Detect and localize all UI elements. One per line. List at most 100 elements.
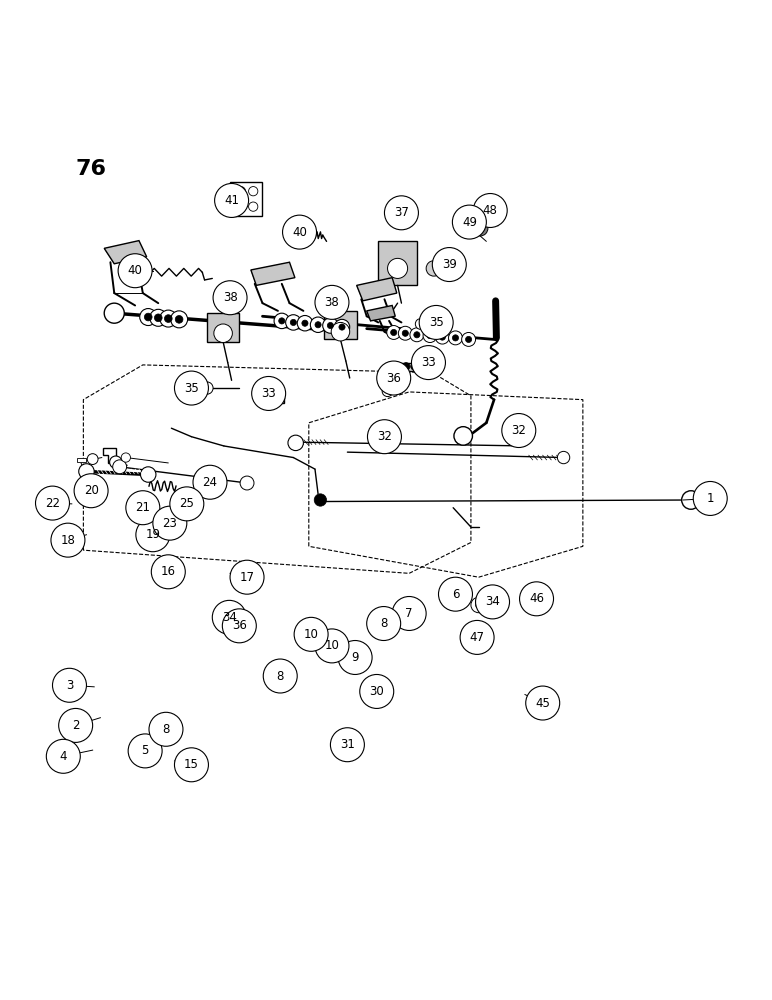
- Circle shape: [367, 420, 401, 454]
- Circle shape: [388, 258, 408, 278]
- Text: 48: 48: [482, 204, 498, 217]
- Text: 8: 8: [162, 723, 170, 736]
- Circle shape: [36, 486, 69, 520]
- Circle shape: [118, 254, 152, 288]
- Circle shape: [286, 315, 301, 330]
- Polygon shape: [264, 395, 284, 403]
- Circle shape: [315, 285, 349, 319]
- Circle shape: [263, 659, 297, 693]
- Circle shape: [113, 460, 127, 474]
- Circle shape: [315, 322, 321, 328]
- Circle shape: [460, 620, 494, 654]
- Circle shape: [315, 629, 349, 663]
- Circle shape: [136, 518, 170, 552]
- Circle shape: [411, 346, 445, 380]
- Circle shape: [471, 597, 486, 613]
- Circle shape: [104, 303, 124, 323]
- Text: 30: 30: [369, 685, 384, 698]
- Circle shape: [128, 734, 162, 768]
- Circle shape: [682, 491, 700, 509]
- Circle shape: [294, 617, 328, 651]
- Text: 36: 36: [232, 619, 247, 632]
- Circle shape: [230, 560, 264, 594]
- Circle shape: [398, 326, 412, 340]
- Circle shape: [214, 324, 232, 343]
- Text: 7: 7: [405, 607, 413, 620]
- Text: 41: 41: [224, 194, 239, 207]
- Circle shape: [339, 324, 345, 330]
- Circle shape: [110, 456, 122, 468]
- Circle shape: [233, 624, 245, 636]
- Circle shape: [310, 317, 326, 332]
- Text: 18: 18: [60, 534, 76, 547]
- Circle shape: [141, 467, 156, 482]
- Circle shape: [215, 183, 249, 217]
- Text: 9: 9: [351, 651, 359, 664]
- Circle shape: [449, 331, 462, 345]
- Circle shape: [51, 523, 85, 557]
- Circle shape: [382, 386, 393, 397]
- Circle shape: [367, 607, 401, 641]
- Text: 8: 8: [380, 617, 388, 630]
- Text: 76: 76: [76, 159, 107, 179]
- Circle shape: [557, 451, 570, 464]
- Circle shape: [402, 363, 410, 370]
- Circle shape: [144, 313, 152, 321]
- Text: 39: 39: [442, 258, 457, 271]
- Circle shape: [387, 326, 401, 339]
- Circle shape: [432, 248, 466, 282]
- Text: 36: 36: [386, 372, 401, 385]
- Circle shape: [249, 187, 258, 196]
- Circle shape: [338, 641, 372, 674]
- Circle shape: [472, 221, 488, 236]
- Circle shape: [274, 313, 290, 329]
- Circle shape: [419, 305, 453, 339]
- Polygon shape: [230, 182, 262, 216]
- Text: 3: 3: [66, 679, 73, 692]
- Circle shape: [266, 395, 274, 403]
- Text: 10: 10: [303, 628, 319, 641]
- Circle shape: [439, 334, 445, 340]
- Text: 38: 38: [324, 296, 340, 309]
- Circle shape: [452, 335, 459, 341]
- Circle shape: [402, 330, 408, 336]
- Circle shape: [274, 395, 282, 403]
- Circle shape: [249, 202, 258, 211]
- Circle shape: [126, 491, 160, 525]
- Circle shape: [502, 414, 536, 448]
- Circle shape: [174, 371, 208, 405]
- Circle shape: [193, 465, 227, 499]
- Circle shape: [170, 487, 204, 521]
- Polygon shape: [207, 313, 239, 342]
- Text: 4: 4: [59, 750, 67, 763]
- Text: 25: 25: [179, 497, 195, 510]
- Text: 35: 35: [428, 316, 444, 329]
- Circle shape: [79, 464, 94, 479]
- Circle shape: [279, 318, 285, 324]
- Text: 16: 16: [161, 565, 176, 578]
- Circle shape: [222, 609, 256, 643]
- Polygon shape: [103, 448, 116, 463]
- Circle shape: [384, 196, 418, 230]
- Text: 49: 49: [462, 216, 477, 229]
- Circle shape: [414, 332, 420, 338]
- Polygon shape: [357, 278, 397, 301]
- Circle shape: [121, 453, 130, 462]
- Circle shape: [438, 577, 472, 611]
- Circle shape: [334, 319, 350, 335]
- Circle shape: [160, 310, 177, 327]
- Text: 40: 40: [292, 226, 307, 239]
- Circle shape: [288, 435, 303, 451]
- Circle shape: [213, 281, 247, 315]
- Circle shape: [171, 311, 188, 328]
- Polygon shape: [367, 305, 395, 321]
- FancyBboxPatch shape: [77, 458, 86, 462]
- Polygon shape: [400, 363, 421, 371]
- Circle shape: [74, 474, 108, 508]
- Text: 19: 19: [145, 528, 161, 541]
- Circle shape: [331, 322, 350, 341]
- Circle shape: [302, 320, 308, 326]
- Circle shape: [426, 261, 442, 276]
- Text: 8: 8: [276, 670, 284, 683]
- Circle shape: [224, 610, 239, 625]
